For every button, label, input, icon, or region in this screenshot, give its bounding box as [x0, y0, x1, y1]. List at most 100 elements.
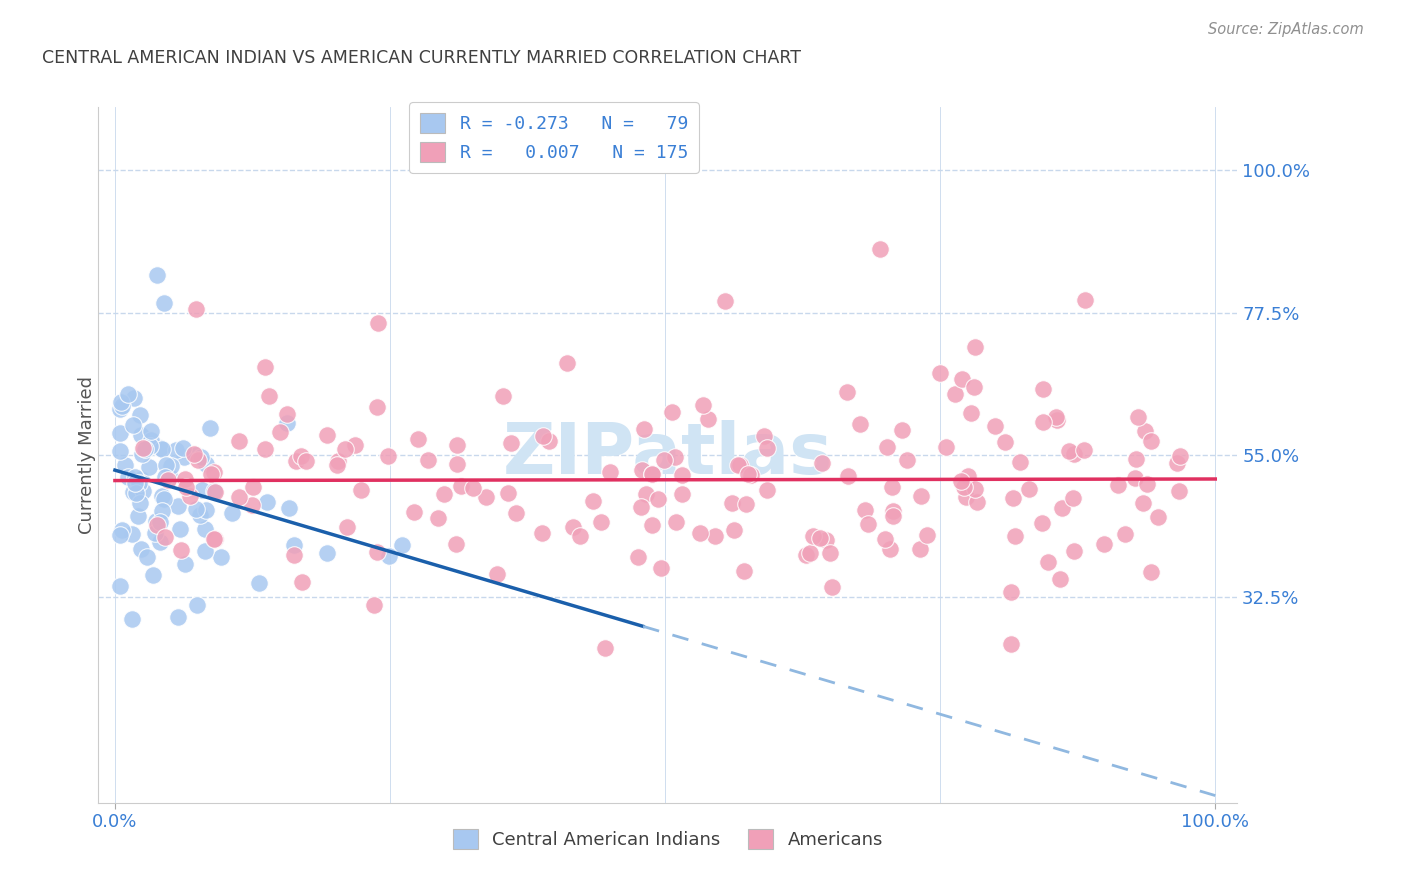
Point — [581, 494, 603, 508]
Point — [561, 520, 583, 534]
Point — [336, 520, 359, 534]
Point — [155, 458, 177, 472]
Point — [641, 517, 664, 532]
Point — [692, 398, 714, 412]
Point — [965, 482, 987, 496]
Point — [1170, 450, 1192, 464]
Point — [367, 316, 389, 330]
Point — [446, 438, 468, 452]
Point — [194, 457, 217, 471]
Point — [733, 564, 755, 578]
Point — [174, 481, 197, 495]
Point — [174, 472, 197, 486]
Point — [641, 467, 664, 482]
Point — [125, 486, 148, 500]
Point — [696, 412, 718, 426]
Point — [1168, 484, 1191, 499]
Point — [1063, 447, 1085, 461]
Point — [1140, 566, 1163, 580]
Point — [689, 525, 711, 540]
Point — [254, 359, 277, 374]
Point — [150, 442, 173, 457]
Point — [276, 416, 298, 430]
Point — [194, 522, 217, 536]
Point — [198, 421, 221, 435]
Point — [121, 417, 143, 432]
Point — [129, 408, 152, 422]
Point — [661, 405, 683, 419]
Point — [187, 452, 209, 467]
Point — [202, 532, 225, 546]
Point — [734, 498, 756, 512]
Point — [630, 500, 652, 514]
Point — [910, 490, 932, 504]
Point — [1107, 477, 1129, 491]
Point — [278, 501, 301, 516]
Point — [117, 387, 139, 401]
Point — [406, 433, 429, 447]
Point — [209, 550, 232, 565]
Point — [191, 483, 214, 498]
Point — [671, 468, 693, 483]
Point — [1125, 452, 1147, 467]
Point — [290, 449, 312, 463]
Point — [908, 541, 931, 556]
Point — [664, 450, 686, 465]
Point — [633, 422, 655, 436]
Point — [752, 429, 775, 443]
Point — [129, 541, 152, 556]
Point — [183, 447, 205, 461]
Point — [1052, 501, 1074, 516]
Point — [505, 506, 527, 520]
Point — [146, 517, 169, 532]
Point — [276, 407, 298, 421]
Point — [808, 532, 831, 546]
Point — [121, 527, 143, 541]
Point — [956, 468, 979, 483]
Point — [124, 470, 146, 484]
Point — [446, 457, 468, 471]
Point — [882, 503, 904, 517]
Point — [530, 525, 553, 540]
Point — [555, 356, 578, 370]
Point — [882, 480, 904, 494]
Point — [132, 483, 155, 498]
Point — [179, 490, 201, 504]
Point — [665, 515, 688, 529]
Point — [955, 490, 977, 504]
Point — [1092, 536, 1115, 550]
Point — [631, 463, 654, 477]
Point — [131, 441, 153, 455]
Point — [283, 548, 305, 562]
Point — [153, 296, 176, 310]
Point — [433, 487, 456, 501]
Point — [110, 444, 132, 458]
Point — [714, 293, 737, 308]
Point — [416, 452, 439, 467]
Point — [150, 504, 173, 518]
Point — [641, 467, 664, 482]
Point — [475, 490, 498, 504]
Point — [200, 467, 222, 481]
Point — [111, 399, 134, 413]
Point — [169, 543, 191, 558]
Point — [882, 508, 904, 523]
Point — [879, 542, 901, 557]
Point — [135, 550, 157, 565]
Text: ZIPatlas: ZIPatlas — [503, 420, 832, 490]
Point — [190, 450, 212, 464]
Point — [949, 474, 972, 488]
Point — [943, 386, 966, 401]
Point — [499, 435, 522, 450]
Point — [1049, 572, 1071, 586]
Point — [799, 545, 821, 559]
Point — [953, 480, 976, 494]
Point — [284, 454, 307, 468]
Point — [295, 454, 318, 468]
Point — [1059, 444, 1081, 458]
Point — [184, 502, 207, 516]
Point — [269, 425, 291, 439]
Point — [848, 417, 870, 431]
Point — [1133, 424, 1156, 438]
Point — [727, 458, 749, 472]
